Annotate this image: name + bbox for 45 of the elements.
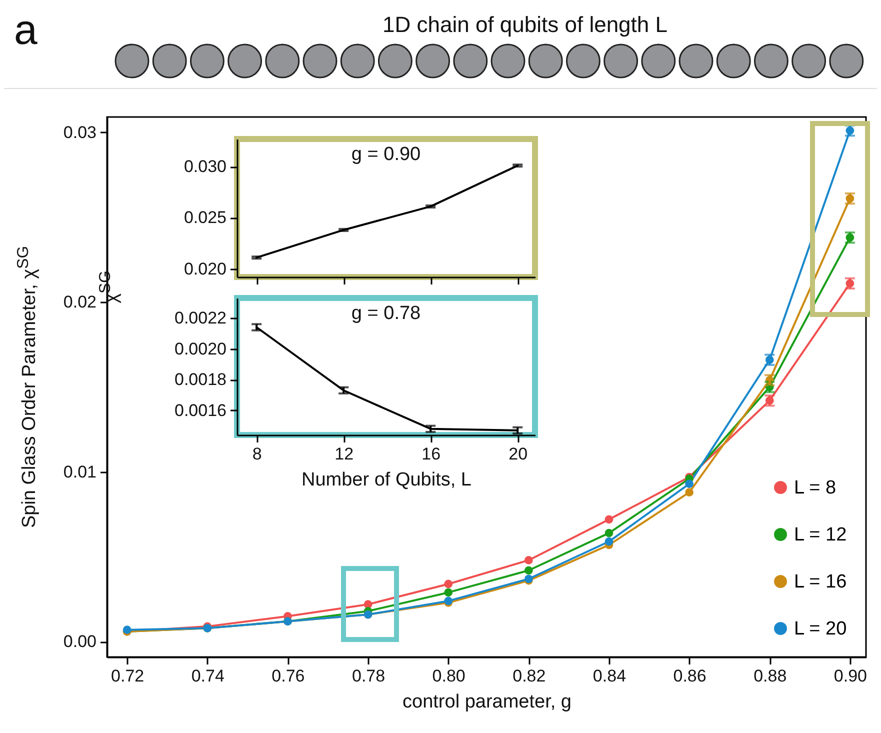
y-tick-label: 0.030	[184, 157, 226, 176]
x-tick-label: 20	[508, 444, 528, 464]
y-tick-label: 0.0016	[174, 400, 226, 420]
y-tick-label: 0.020	[184, 259, 226, 278]
annotation: g = 0.78	[351, 303, 421, 324]
point	[685, 480, 694, 488]
text: a	[14, 6, 38, 54]
x-tick-label: 0.76	[272, 666, 305, 686]
x-tick-label: 12	[334, 444, 354, 464]
x-tick-label: 0.80	[432, 666, 466, 686]
y-tick-label: 0.025	[184, 208, 226, 228]
point	[604, 515, 614, 524]
x-axis-title: control parameter, g	[402, 692, 572, 712]
x-axis-title: Number of Qubits, L	[301, 470, 472, 490]
legend-label: L = 20	[794, 618, 847, 640]
x-tick-label: 0.84	[592, 666, 626, 686]
legend-label: L = 16	[794, 572, 847, 592]
legend-label: L = 8	[794, 478, 836, 498]
x-tick-label: 16	[422, 444, 441, 464]
y-tick-label: 0.00	[63, 632, 96, 652]
point	[604, 537, 614, 546]
point	[444, 588, 453, 597]
y-tick-label: 0.02	[63, 292, 96, 312]
point	[604, 528, 614, 538]
point	[685, 488, 694, 496]
point	[444, 580, 453, 588]
x-tick-label: 0.90	[834, 666, 867, 686]
x-tick-label: 0.72	[111, 666, 144, 686]
y-tick-label: 0.0018	[174, 370, 226, 390]
line-series	[256, 326, 519, 432]
annotation: g = 0.90	[351, 144, 421, 165]
x-tick-label: 0.78	[352, 666, 386, 686]
x-tick-label: 0.88	[754, 666, 787, 686]
y-tick-label: 0.01	[63, 462, 96, 482]
y-tick-label: 0.03	[63, 122, 96, 142]
x-tick-label: 0.82	[512, 666, 546, 686]
x-tick-label: 8	[252, 444, 262, 464]
point	[524, 566, 533, 575]
legend-label: L = 12	[794, 524, 847, 546]
x-tick-label: 0.86	[673, 666, 706, 686]
y-tick-label: 0.0020	[174, 339, 226, 358]
x-tick-label: 0.74	[191, 666, 224, 686]
chart-title: 1D chain of qubits of length L	[382, 12, 668, 38]
point	[524, 556, 533, 564]
y-tick-label: 0.0022	[174, 308, 226, 328]
